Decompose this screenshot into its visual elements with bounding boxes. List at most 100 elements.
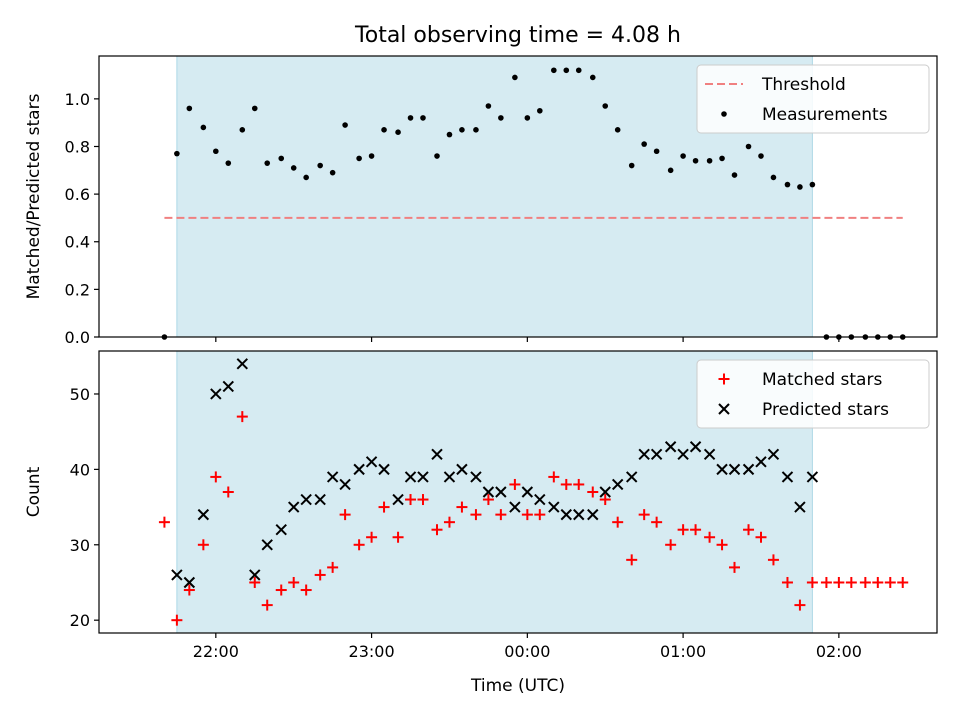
matched-stars-point bbox=[767, 554, 779, 566]
matched-stars-point bbox=[638, 509, 650, 521]
matched-stars-point bbox=[378, 501, 390, 513]
axes-frame bbox=[98, 350, 938, 634]
predicted-stars-point bbox=[755, 456, 767, 468]
measurement-point bbox=[303, 174, 309, 181]
predicted-stars-point bbox=[171, 569, 183, 581]
matched-stars-point bbox=[833, 576, 845, 588]
predicted-stars-point bbox=[689, 441, 702, 453]
matched-stars-point bbox=[392, 531, 404, 543]
predicted-stars-point bbox=[470, 471, 482, 483]
series-matched-stars bbox=[158, 411, 909, 626]
matched-stars-point bbox=[612, 516, 624, 528]
measurement-point bbox=[589, 74, 596, 81]
matched-stars-point bbox=[495, 509, 507, 521]
predicted-stars-point bbox=[482, 486, 495, 498]
measurement-point bbox=[512, 74, 518, 81]
measurement-point bbox=[395, 129, 401, 136]
matched-stars-point bbox=[236, 411, 248, 423]
matched-stars-point bbox=[626, 554, 638, 566]
measurement-point bbox=[770, 174, 777, 181]
matched-stars-point bbox=[755, 531, 767, 543]
matched-stars-point bbox=[366, 531, 378, 543]
predicted-stars-point bbox=[183, 576, 196, 589]
matched-stars-point bbox=[548, 471, 560, 483]
matched-stars-point bbox=[716, 539, 728, 551]
measurement-point bbox=[329, 169, 336, 176]
predicted-stars-point bbox=[794, 501, 806, 513]
measurement-point bbox=[667, 167, 674, 174]
measurement-point bbox=[745, 143, 752, 150]
y-tick-label: 0.0 bbox=[65, 328, 90, 347]
predicted-stars-point bbox=[548, 501, 560, 513]
legend-entry: Matched stars bbox=[718, 370, 882, 390]
series-predicted-stars bbox=[171, 358, 819, 589]
measurement-point bbox=[602, 103, 609, 109]
predicted-stars-point bbox=[287, 501, 300, 513]
predicted-stars-point bbox=[249, 569, 261, 581]
y-tick-label: 0.2 bbox=[65, 280, 90, 299]
predicted-stars-point bbox=[392, 493, 404, 506]
measurement-point bbox=[200, 124, 207, 131]
matched-stars-point bbox=[859, 576, 871, 588]
predicted-stars-point bbox=[197, 508, 210, 521]
matched-stars-point bbox=[665, 539, 677, 551]
measurement-point bbox=[563, 67, 570, 74]
measurement-point bbox=[407, 115, 414, 121]
predicted-stars-point bbox=[716, 463, 728, 476]
legend: Threshold Measurements bbox=[696, 64, 930, 134]
predicted-stars-point bbox=[781, 471, 794, 483]
predicted-stars-point bbox=[431, 448, 443, 461]
predicted-stars-point bbox=[365, 456, 378, 468]
y-tick-label: 50 bbox=[70, 385, 90, 404]
matched-stars-point bbox=[417, 494, 429, 506]
matched-stars-point bbox=[470, 509, 482, 521]
predicted-stars-point bbox=[404, 471, 417, 483]
y-tick-label: 1.0 bbox=[65, 90, 90, 109]
predicted-stars-point bbox=[650, 448, 663, 461]
matched-stars-point bbox=[222, 486, 234, 498]
y-tick-label: 20 bbox=[70, 611, 90, 630]
legend-label: Predicted stars bbox=[762, 400, 889, 420]
predicted-stars-point bbox=[417, 471, 429, 483]
measurement-point bbox=[628, 162, 635, 169]
legend: Matched stars Predicted stars bbox=[696, 359, 930, 429]
matched-stars-point bbox=[534, 509, 546, 521]
predicted-stars-point bbox=[703, 448, 716, 461]
matched-stars-point bbox=[456, 501, 468, 513]
measurement-point bbox=[706, 157, 713, 164]
matched-stars-point bbox=[677, 524, 689, 536]
measurement-point bbox=[614, 127, 621, 133]
measurement-point bbox=[641, 141, 647, 147]
measurement-point bbox=[174, 150, 180, 157]
matched-stars-point bbox=[690, 524, 702, 536]
measurement-point bbox=[809, 181, 816, 188]
matched-stars-point bbox=[183, 584, 195, 596]
matched-stars-point bbox=[288, 576, 300, 588]
measurement-point bbox=[278, 155, 285, 162]
predicted-stars-point bbox=[611, 478, 624, 491]
measurement-point bbox=[692, 157, 699, 164]
matched-stars-point bbox=[261, 599, 273, 611]
matched-stars-point bbox=[651, 516, 663, 528]
measurement-point bbox=[537, 107, 543, 114]
measurement-point bbox=[368, 153, 375, 159]
predicted-stars-point bbox=[742, 463, 755, 476]
y-axis-label: Count bbox=[24, 466, 44, 517]
predicted-stars-point bbox=[339, 478, 351, 491]
measurement-point bbox=[446, 131, 453, 138]
measurement-point bbox=[485, 103, 492, 109]
measurement-point bbox=[575, 67, 582, 74]
matched-stars-point bbox=[314, 569, 326, 581]
measurement-point bbox=[498, 115, 504, 121]
predicted-stars-point bbox=[587, 508, 599, 521]
matched-stars-point bbox=[443, 516, 455, 528]
matched-stars-point bbox=[794, 599, 806, 611]
measurement-point bbox=[342, 122, 348, 128]
matched-stars-point bbox=[405, 494, 417, 506]
predicted-stars-point bbox=[456, 463, 468, 476]
x-tick-label: 23:00 bbox=[349, 642, 395, 661]
y-tick-label: 30 bbox=[70, 536, 90, 555]
legend-entry: Threshold bbox=[705, 75, 846, 95]
predicted-stars-point bbox=[767, 448, 780, 461]
measurement-point bbox=[290, 165, 297, 171]
